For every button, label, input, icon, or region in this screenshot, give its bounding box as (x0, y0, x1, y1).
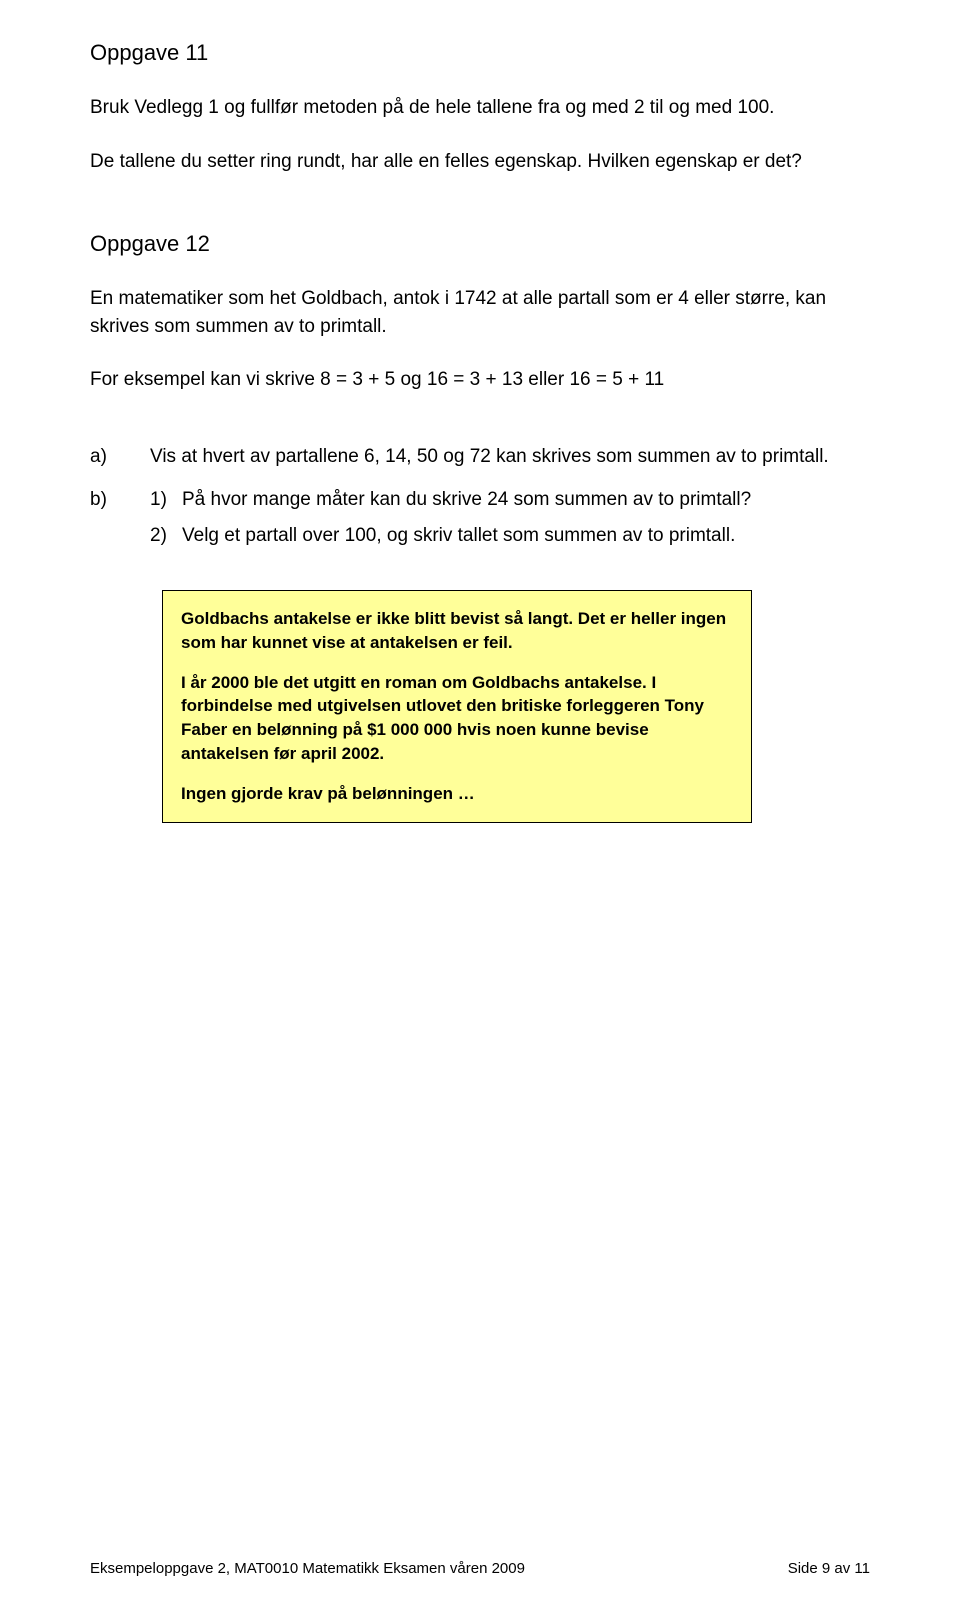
task12-b1-text: På hvor mange måter kan du skrive 24 som… (182, 485, 751, 514)
task12-a-text: Vis at hvert av partallene 6, 14, 50 og … (150, 442, 870, 471)
task12-b2-text: Velg et partall over 100, og skriv talle… (182, 521, 735, 550)
task12-b1: 1) På hvor mange måter kan du skrive 24 … (150, 485, 870, 514)
footer-right: Side 9 av 11 (788, 1560, 870, 1577)
footer-left: Eksempeloppgave 2, MAT0010 Matematikk Ek… (90, 1560, 525, 1577)
page-footer: Eksempeloppgave 2, MAT0010 Matematikk Ek… (90, 1560, 870, 1577)
callout-p2: I år 2000 ble det utgitt en roman om Gol… (181, 671, 733, 766)
task12-b-body: 1) På hvor mange måter kan du skrive 24 … (150, 485, 870, 556)
task11-title: Oppgave 11 (90, 40, 870, 66)
document-page: Oppgave 11 Bruk Vedlegg 1 og fullfør met… (0, 0, 960, 1603)
task12-question-a: a) Vis at hvert av partallene 6, 14, 50 … (90, 442, 870, 471)
callout-p3: Ingen gjorde krav på belønningen … (181, 782, 733, 806)
task12-b1-label: 1) (150, 485, 182, 514)
task11-paragraph-1: Bruk Vedlegg 1 og fullfør metoden på de … (90, 94, 870, 122)
task12-question-b: b) 1) På hvor mange måter kan du skrive … (90, 485, 870, 556)
task12-b-label: b) (90, 485, 150, 556)
task12-intro: En matematiker som het Goldbach, antok i… (90, 285, 870, 340)
task11-paragraph-2: De tallene du setter ring rundt, har all… (90, 148, 870, 176)
task12-title: Oppgave 12 (90, 231, 870, 257)
task12-a-label: a) (90, 442, 150, 471)
task12-example: For eksempel kan vi skrive 8 = 3 + 5 og … (90, 366, 870, 394)
task12-b2: 2) Velg et partall over 100, og skriv ta… (150, 521, 870, 550)
callout-p1: Goldbachs antakelse er ikke blitt bevist… (181, 607, 733, 655)
goldbach-callout: Goldbachs antakelse er ikke blitt bevist… (162, 590, 752, 823)
task12-b2-label: 2) (150, 521, 182, 550)
